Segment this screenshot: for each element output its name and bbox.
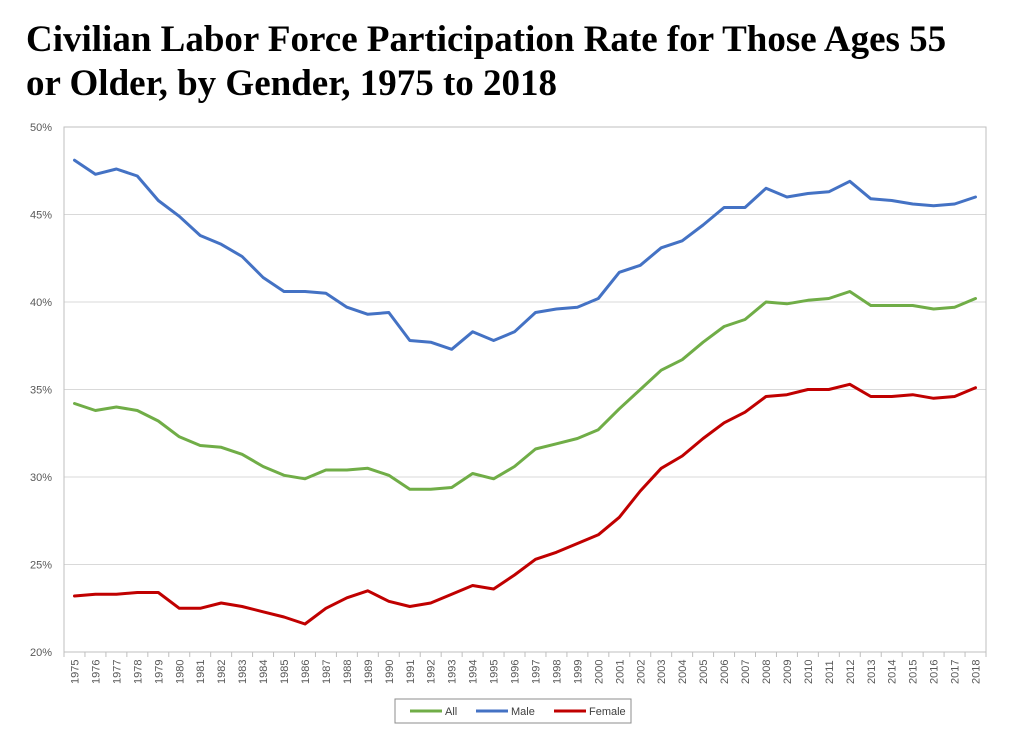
x-tick-label: 2002 xyxy=(635,660,647,684)
series-line-female xyxy=(73,382,977,626)
x-tick-label: 1987 xyxy=(321,660,333,684)
x-tick-label: 2017 xyxy=(950,660,962,684)
x-tick-label: 2008 xyxy=(761,660,773,684)
x-tick-label: 1994 xyxy=(468,660,480,684)
chart-title: Civilian Labor Force Participation Rate … xyxy=(26,19,947,104)
x-axis: 1975 1976 1977 1978 1979 1980 1981 1982 1983 1984… xyxy=(63,652,987,684)
x-tick-label: 2001 xyxy=(614,660,626,684)
y-tick-label: 40% xyxy=(30,297,52,309)
x-tick-label: 2003 xyxy=(656,660,668,684)
y-tick-label: 30% xyxy=(30,472,52,484)
x-tick-label: 2009 xyxy=(782,660,794,684)
series-lines xyxy=(73,158,977,626)
series-line-male xyxy=(73,158,977,351)
x-tick-label: 1978 xyxy=(132,660,144,684)
x-tick-label: 2018 xyxy=(971,660,983,684)
x-tick-label: 1982 xyxy=(216,660,228,684)
x-tick-label: 1995 xyxy=(489,660,501,684)
x-tick-label: 1981 xyxy=(195,660,207,684)
x-tick-label: 1980 xyxy=(174,660,186,684)
y-tick-label: 35% xyxy=(30,385,52,397)
series-line-all xyxy=(73,290,977,491)
x-tick-label: 1996 xyxy=(510,660,522,684)
x-tick-label: 2016 xyxy=(929,660,941,684)
x-tick-label: 1979 xyxy=(153,660,165,684)
x-tick-label: 1993 xyxy=(447,660,459,684)
legend-label-all: All xyxy=(445,706,457,718)
x-tick-label: 2013 xyxy=(866,660,878,684)
x-tick-label: 1976 xyxy=(90,660,102,684)
x-tick-label: 1990 xyxy=(384,660,396,684)
x-tick-label: 1986 xyxy=(300,660,312,684)
x-tick-label: 1992 xyxy=(426,660,438,684)
y-tick-label: 20% xyxy=(30,647,52,659)
x-tick-label: 2006 xyxy=(719,660,731,684)
y-axis: 20% 25% 30% 35% 40% 45% 50% xyxy=(30,122,52,659)
x-tick-label: 1998 xyxy=(551,660,563,684)
x-tick-label: 2011 xyxy=(824,660,836,684)
y-tick-label: 50% xyxy=(30,122,52,134)
x-tick-label: 1991 xyxy=(405,660,417,684)
x-tick-label: 2014 xyxy=(887,660,899,684)
x-tick-label: 2000 xyxy=(593,660,605,684)
x-tick-label: 2007 xyxy=(740,660,752,684)
x-tick-label: 1975 xyxy=(69,660,81,684)
x-tick-label: 2004 xyxy=(677,660,689,684)
legend-label-male: Male xyxy=(511,706,535,718)
x-tick-label: 1985 xyxy=(279,660,291,684)
x-tick-label: 1984 xyxy=(258,660,270,684)
legend: All Male Female xyxy=(394,698,632,724)
x-tick-label: 1977 xyxy=(111,660,123,684)
x-tick-label: 2012 xyxy=(845,660,857,684)
gridlines xyxy=(64,126,986,653)
x-tick-label: 1997 xyxy=(530,660,542,684)
x-tick-label: 2015 xyxy=(908,660,920,684)
x-tick-label: 2005 xyxy=(698,660,710,684)
x-tick-label: 1983 xyxy=(237,660,249,684)
y-tick-label: 45% xyxy=(30,210,52,222)
y-tick-label: 25% xyxy=(30,560,52,572)
x-tick-label: 1988 xyxy=(342,660,354,684)
x-tick-label: 1999 xyxy=(572,660,584,684)
legend-label-female: Female xyxy=(589,706,626,718)
x-tick-label: 1989 xyxy=(363,660,375,684)
x-tick-label: 2010 xyxy=(803,660,815,684)
